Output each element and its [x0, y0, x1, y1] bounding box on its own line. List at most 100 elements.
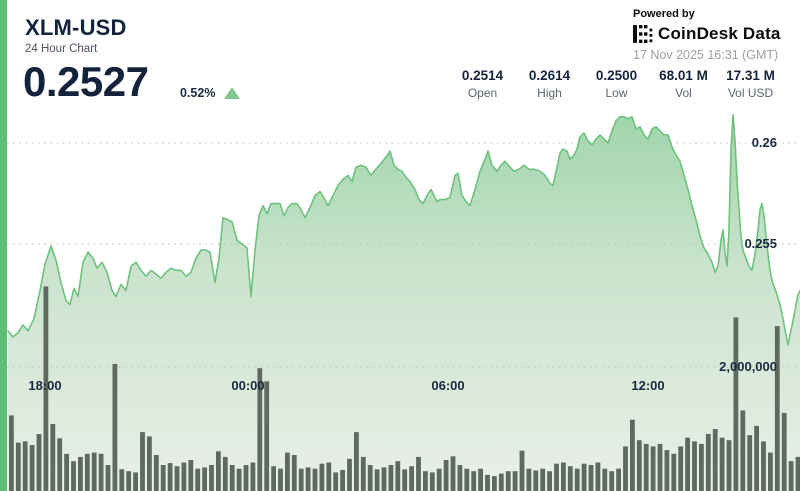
- x-axis-label: 12:00: [631, 378, 664, 393]
- volume-bar: [291, 455, 297, 491]
- volume-bar: [423, 471, 428, 491]
- volume-bar: [540, 468, 546, 491]
- stat-open: 0.2514 Open: [449, 68, 516, 100]
- volume-bar: [498, 473, 504, 491]
- volume-bar: [678, 446, 684, 491]
- coindesk-logo-icon: [633, 24, 653, 44]
- volume-bar: [91, 452, 97, 491]
- volume-bar: [147, 436, 152, 491]
- volume-bar: [78, 456, 83, 491]
- volume-bar: [478, 468, 483, 491]
- volume-bar: [602, 468, 608, 491]
- chart-subtitle: 24 Hour Chart: [25, 43, 98, 55]
- volume-bar: [312, 468, 318, 491]
- volume-bar: [712, 429, 718, 491]
- stat-label: Vol: [675, 86, 692, 100]
- volume-bar: [781, 412, 787, 491]
- volume-bar: [174, 466, 180, 491]
- up-triangle-icon: [224, 87, 241, 99]
- volume-bar: [416, 456, 421, 491]
- volume-bar: [140, 432, 145, 491]
- volume-bar: [202, 467, 207, 491]
- volume-bar: [209, 465, 214, 491]
- volume-bar: [547, 471, 552, 491]
- stat-label: High: [537, 86, 562, 100]
- price-change: 0.52%: [180, 86, 241, 100]
- stat-value: 68.01 M: [659, 68, 708, 83]
- volume-bar: [105, 465, 111, 491]
- volume-bar: [685, 437, 690, 491]
- volume-bar: [699, 443, 704, 491]
- volume-bar: [43, 286, 49, 491]
- stat-low: 0.2500 Low: [583, 68, 650, 100]
- volume-bar: [774, 326, 780, 491]
- volume-bar: [588, 465, 594, 491]
- volume-bar: [360, 456, 366, 491]
- volume-bar: [450, 456, 456, 491]
- volume-bar: [160, 465, 166, 491]
- volume-bar: [236, 468, 242, 491]
- volume-bar: [126, 471, 132, 491]
- volume-bar: [250, 462, 256, 491]
- volume-bar: [436, 468, 442, 491]
- volume-bar: [374, 469, 380, 491]
- volume-bar: [264, 381, 270, 491]
- volume-bar: [719, 437, 725, 491]
- volume-bar: [333, 472, 339, 491]
- volume-bar: [526, 468, 532, 491]
- volume-bar: [567, 466, 573, 491]
- volume-bar: [471, 471, 477, 491]
- stat-vol: 68.01 M Vol: [650, 68, 717, 100]
- volume-bar: [464, 468, 470, 491]
- volume-bar: [57, 438, 63, 491]
- volume-bar: [216, 451, 221, 491]
- volume-bar: [133, 472, 138, 491]
- x-axis-label: 00:00: [231, 378, 264, 393]
- volume-bar: [429, 472, 435, 491]
- symbol-title: XLM-USD: [25, 15, 127, 40]
- volume-bar: [153, 455, 159, 491]
- volume-bar: [754, 425, 759, 491]
- volume-bar: [761, 441, 766, 491]
- volume-bar: [443, 460, 449, 491]
- volume-bar: [616, 468, 621, 491]
- volume-bar: [519, 450, 525, 491]
- brand-link[interactable]: CoinDesk Data: [633, 24, 781, 44]
- volume-bar: [71, 461, 76, 491]
- volume-bar: [643, 443, 649, 491]
- volume-bar: [630, 419, 635, 491]
- volume-bar: [554, 463, 559, 491]
- volume-bar: [257, 368, 263, 491]
- volume-bar: [740, 410, 746, 491]
- volume-bar: [768, 452, 773, 491]
- volume-bar: [195, 468, 201, 491]
- volume-bar: [326, 462, 332, 491]
- volume-bar: [112, 363, 118, 491]
- volume-bar: [395, 461, 401, 491]
- volume-bar: [64, 453, 69, 491]
- volume-bar: [229, 465, 235, 491]
- volume-bar: [733, 317, 739, 491]
- volume-bar: [457, 465, 463, 491]
- brand-name: CoinDesk Data: [658, 24, 781, 43]
- volume-bar: [181, 462, 187, 491]
- volume-bar: [298, 468, 304, 491]
- volume-bar: [36, 434, 42, 491]
- price-axis-label: 0.26: [752, 135, 777, 150]
- price-axis-label: 0.255: [744, 236, 777, 251]
- volume-bar: [305, 467, 311, 491]
- volume-bar: [381, 467, 387, 491]
- volume-bar: [278, 468, 283, 491]
- volume-bar: [29, 445, 35, 491]
- volume-bar: [505, 471, 511, 491]
- volume-bar: [636, 440, 642, 491]
- volume-bar: [354, 432, 359, 491]
- volume-bar: [167, 463, 173, 491]
- volume-bar: [795, 456, 800, 491]
- stat-vol-usd: 17.31 M Vol USD: [717, 68, 784, 100]
- volume-bar: [512, 471, 518, 491]
- volume-bar: [533, 470, 539, 491]
- x-axis-label: 18:00: [28, 378, 61, 393]
